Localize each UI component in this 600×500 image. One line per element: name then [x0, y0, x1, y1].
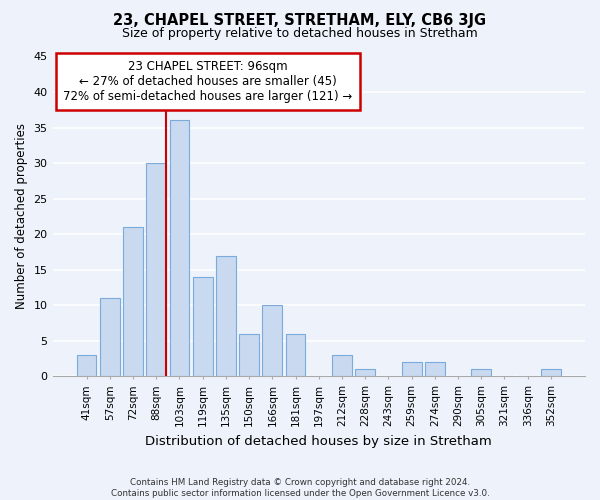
Bar [541, 370, 561, 376]
Text: 23, CHAPEL STREET, STRETHAM, ELY, CB6 3JG: 23, CHAPEL STREET, STRETHAM, ELY, CB6 3J… [113, 12, 487, 28]
Text: 23 CHAPEL STREET: 96sqm
← 27% of detached houses are smaller (45)
72% of semi-de: 23 CHAPEL STREET: 96sqm ← 27% of detache… [63, 60, 352, 102]
Bar [239, 334, 259, 376]
Bar [286, 334, 305, 376]
Bar [355, 370, 375, 376]
Bar [146, 163, 166, 376]
Bar [332, 355, 352, 376]
X-axis label: Distribution of detached houses by size in Stretham: Distribution of detached houses by size … [145, 434, 492, 448]
Bar [402, 362, 422, 376]
Bar [472, 370, 491, 376]
Bar [77, 355, 97, 376]
Y-axis label: Number of detached properties: Number of detached properties [15, 124, 28, 310]
Text: Contains HM Land Registry data © Crown copyright and database right 2024.
Contai: Contains HM Land Registry data © Crown c… [110, 478, 490, 498]
Bar [193, 277, 212, 376]
Bar [262, 306, 282, 376]
Bar [425, 362, 445, 376]
Text: Size of property relative to detached houses in Stretham: Size of property relative to detached ho… [122, 28, 478, 40]
Bar [100, 298, 119, 376]
Bar [123, 227, 143, 376]
Bar [170, 120, 190, 376]
Bar [216, 256, 236, 376]
